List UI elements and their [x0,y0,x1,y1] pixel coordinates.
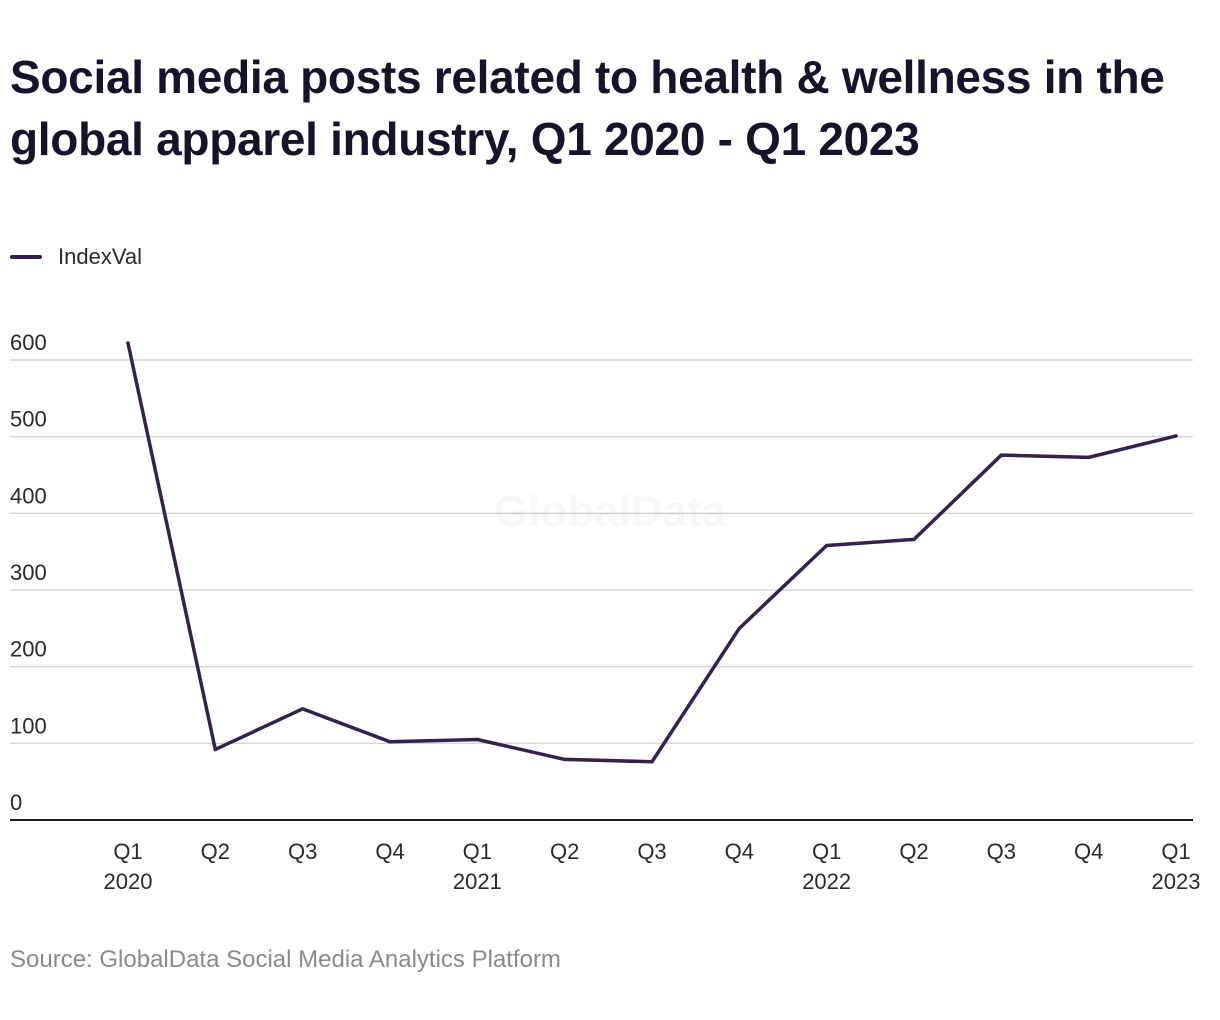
x-tick-label: Q1 [463,839,492,864]
y-tick-label: 300 [10,560,47,585]
data-point [388,740,392,744]
x-tick-label: Q1 [113,839,142,864]
data-point [912,537,916,542]
x-tick-label: Q4 [1074,839,1103,864]
x-tick-label: Q3 [987,839,1016,864]
chart-title: Social media posts related to health & w… [10,51,1165,165]
data-point [824,543,829,548]
x-tick-year-label: 2020 [104,869,153,894]
y-tick-label: 500 [10,407,47,432]
x-tick-year-label: 2022 [802,869,851,894]
x-tick-label: Q3 [288,839,317,864]
series-group [126,341,1178,764]
x-tick-label: Q2 [550,839,579,864]
legend-swatch-indexval [10,255,42,259]
x-tick-label: Q2 [201,839,230,864]
data-point [1174,434,1178,438]
y-axis-tick-labels: 0 100 200 300 400 500 600 [10,330,47,815]
gridlines [10,359,1193,745]
data-point [126,341,130,345]
y-tick-label: 600 [10,330,47,355]
x-tick-label: Q2 [899,839,928,864]
y-tick-label: 0 [10,790,22,815]
y-tick-label: 400 [10,483,47,508]
y-tick-label: 200 [10,637,47,662]
data-point [475,737,480,742]
data-point [737,626,742,631]
data-point [999,453,1004,457]
x-tick-label: Q4 [375,839,404,864]
x-tick-year-label: 2023 [1152,869,1201,894]
data-point [650,759,654,764]
source-note: Source: GlobalData Social Media Analytic… [10,946,561,973]
y-tick-label: 100 [10,713,47,738]
x-tick-year-label: 2021 [453,869,502,894]
data-point [1086,455,1091,460]
legend-label-indexval: IndexVal [58,244,142,269]
series-line-indexval [126,341,1178,764]
x-axis-tick-labels: Q1 2020 Q2 Q3 Q4 Q1 2021 Q2 Q3 Q4 Q1 2022 Q2 Q3 Q4 Q1 20… [104,839,1201,894]
x-tick-label: Q4 [725,839,754,864]
data-point [213,747,218,752]
x-tick-label: Q1 [812,839,841,864]
x-tick-label: Q1 [1161,839,1190,864]
watermark-text: GlobalData [494,487,727,536]
data-point [562,757,567,762]
data-point [300,707,305,711]
legend: IndexVal [10,243,142,271]
x-tick-label: Q3 [637,839,666,864]
